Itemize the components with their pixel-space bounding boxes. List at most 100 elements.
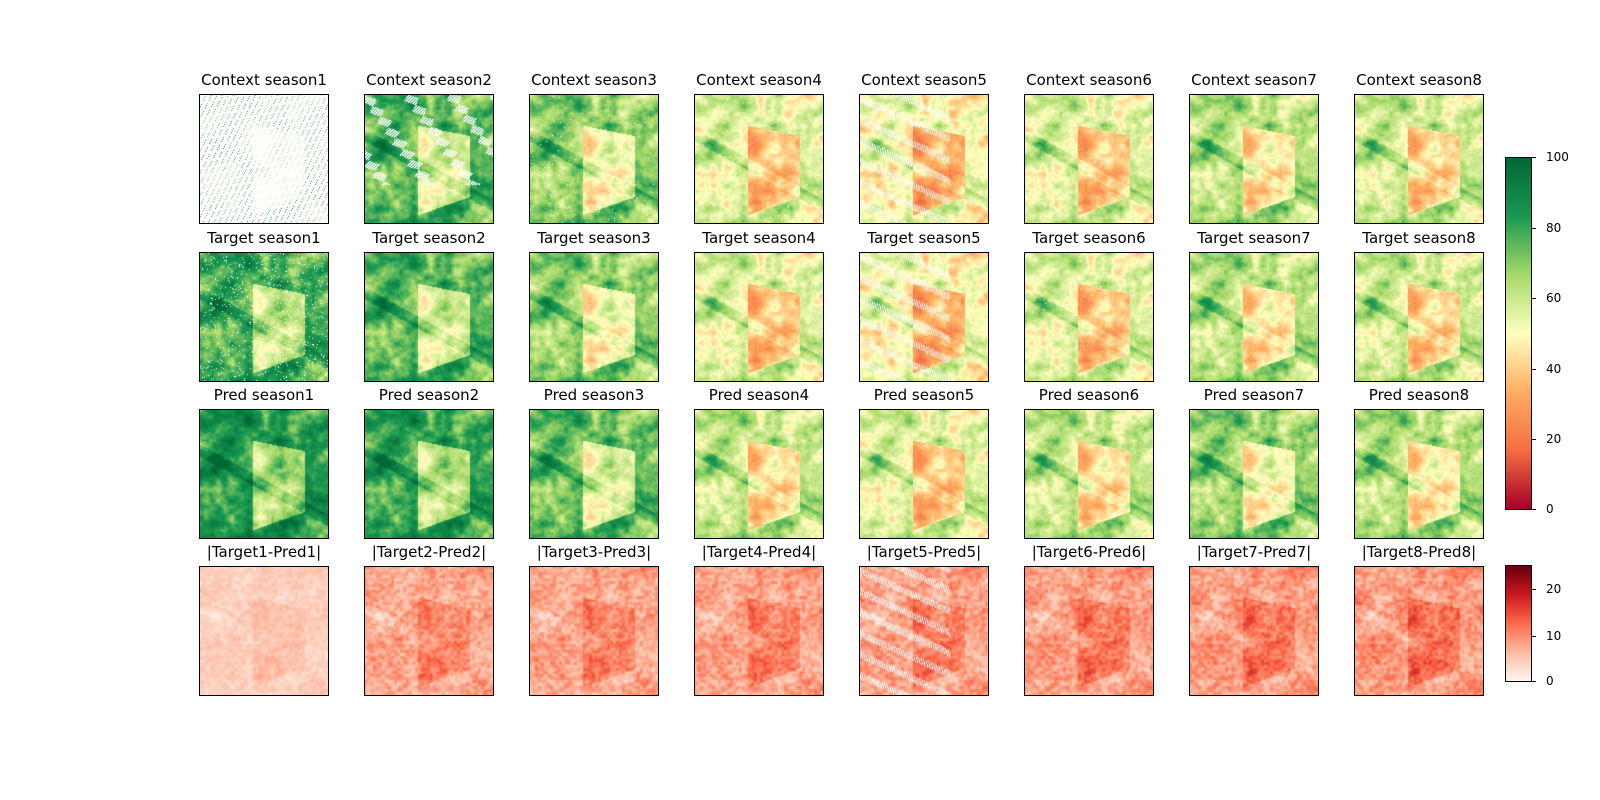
panel-title-error-1: |Target1-Pred1|	[206, 543, 322, 561]
heatmap-context-7	[1190, 95, 1318, 223]
panel-pred-4	[694, 409, 824, 539]
heatmap-error-1	[200, 567, 328, 695]
panel-title-error-6: |Target6-Pred6|	[1031, 543, 1147, 561]
colorbar-error-tick: 20	[1546, 582, 1562, 596]
colorbar-main	[1505, 157, 1532, 510]
heatmap-pred-6	[1025, 410, 1153, 538]
panel-pred-5	[859, 409, 989, 539]
panel-target-8	[1354, 252, 1484, 382]
panel-title-context-2: Context season2	[366, 71, 492, 89]
colorbar-error	[1505, 565, 1532, 682]
panel-title-context-7: Context season7	[1191, 71, 1317, 89]
panel-title-pred-3: Pred season3	[543, 386, 645, 404]
panel-error-4	[694, 566, 824, 696]
panel-context-3	[529, 94, 659, 224]
panel-title-target-8: Target season8	[1362, 229, 1476, 247]
panel-title-target-1: Target season1	[207, 229, 321, 247]
panel-context-5	[859, 94, 989, 224]
colorbar-main-tick: 60	[1546, 291, 1562, 305]
heatmap-pred-7	[1190, 410, 1318, 538]
panel-title-pred-5: Pred season5	[873, 386, 975, 404]
panel-title-error-5: |Target5-Pred5|	[866, 543, 982, 561]
panel-error-3	[529, 566, 659, 696]
heatmap-context-6	[1025, 95, 1153, 223]
panel-target-7	[1189, 252, 1319, 382]
panel-title-error-2: |Target2-Pred2|	[371, 543, 487, 561]
panel-target-1	[199, 252, 329, 382]
panel-context-2	[364, 94, 494, 224]
colorbar-main-tick: 80	[1546, 221, 1562, 235]
panel-target-6	[1024, 252, 1154, 382]
panel-title-pred-8: Pred season8	[1368, 386, 1470, 404]
heatmap-error-5	[860, 567, 988, 695]
panel-context-1	[199, 94, 329, 224]
panel-title-target-6: Target season6	[1032, 229, 1146, 247]
panel-error-2	[364, 566, 494, 696]
panel-error-6	[1024, 566, 1154, 696]
panel-error-5	[859, 566, 989, 696]
panel-pred-1	[199, 409, 329, 539]
panel-title-context-3: Context season3	[531, 71, 657, 89]
panel-title-error-4: |Target4-Pred4|	[701, 543, 817, 561]
panel-context-4	[694, 94, 824, 224]
panel-title-context-6: Context season6	[1026, 71, 1152, 89]
colorbar-main-tick: 40	[1546, 362, 1562, 376]
panel-title-error-3: |Target3-Pred3|	[536, 543, 652, 561]
panel-title-target-7: Target season7	[1197, 229, 1311, 247]
heatmap-error-6	[1025, 567, 1153, 695]
heatmap-target-7	[1190, 253, 1318, 381]
heatmap-target-8	[1355, 253, 1483, 381]
heatmap-pred-5	[860, 410, 988, 538]
heatmap-error-8	[1355, 567, 1483, 695]
panel-title-pred-2: Pred season2	[378, 386, 480, 404]
panel-error-8	[1354, 566, 1484, 696]
heatmap-error-2	[365, 567, 493, 695]
panel-title-context-4: Context season4	[696, 71, 822, 89]
heatmap-target-3	[530, 253, 658, 381]
panel-error-1	[199, 566, 329, 696]
heatmap-pred-4	[695, 410, 823, 538]
panel-title-error-7: |Target7-Pred7|	[1196, 543, 1312, 561]
heatmap-target-4	[695, 253, 823, 381]
panel-title-context-5: Context season5	[861, 71, 987, 89]
heatmap-pred-2	[365, 410, 493, 538]
panel-error-7	[1189, 566, 1319, 696]
panel-pred-7	[1189, 409, 1319, 539]
heatmap-pred-1	[200, 410, 328, 538]
panel-title-error-8: |Target8-Pred8|	[1361, 543, 1477, 561]
heatmap-context-8	[1355, 95, 1483, 223]
heatmap-context-4	[695, 95, 823, 223]
panel-title-context-8: Context season8	[1356, 71, 1482, 89]
panel-title-target-3: Target season3	[537, 229, 651, 247]
panel-context-6	[1024, 94, 1154, 224]
colorbar-error-tick: 10	[1546, 629, 1562, 643]
panel-title-target-2: Target season2	[372, 229, 486, 247]
heatmap-error-4	[695, 567, 823, 695]
heatmap-error-7	[1190, 567, 1318, 695]
panel-title-context-1: Context season1	[201, 71, 327, 89]
panel-pred-3	[529, 409, 659, 539]
panel-target-4	[694, 252, 824, 382]
panel-title-pred-1: Pred season1	[213, 386, 315, 404]
heatmap-context-1	[200, 95, 328, 223]
panel-title-pred-6: Pred season6	[1038, 386, 1140, 404]
panel-title-pred-7: Pred season7	[1203, 386, 1305, 404]
colorbar-main-tick: 100	[1546, 150, 1569, 164]
colorbar-error-tick: 0	[1546, 674, 1554, 688]
panel-title-target-4: Target season4	[702, 229, 816, 247]
heatmap-context-2	[365, 95, 493, 223]
heatmap-target-6	[1025, 253, 1153, 381]
panel-title-pred-4: Pred season4	[708, 386, 810, 404]
heatmap-pred-3	[530, 410, 658, 538]
panel-title-target-5: Target season5	[867, 229, 981, 247]
panel-pred-8	[1354, 409, 1484, 539]
panel-context-7	[1189, 94, 1319, 224]
heatmap-context-3	[530, 95, 658, 223]
heatmap-context-5	[860, 95, 988, 223]
panel-pred-6	[1024, 409, 1154, 539]
panel-target-3	[529, 252, 659, 382]
heatmap-target-1	[200, 253, 328, 381]
heatmap-target-2	[365, 253, 493, 381]
colorbar-main-tick: 20	[1546, 432, 1562, 446]
